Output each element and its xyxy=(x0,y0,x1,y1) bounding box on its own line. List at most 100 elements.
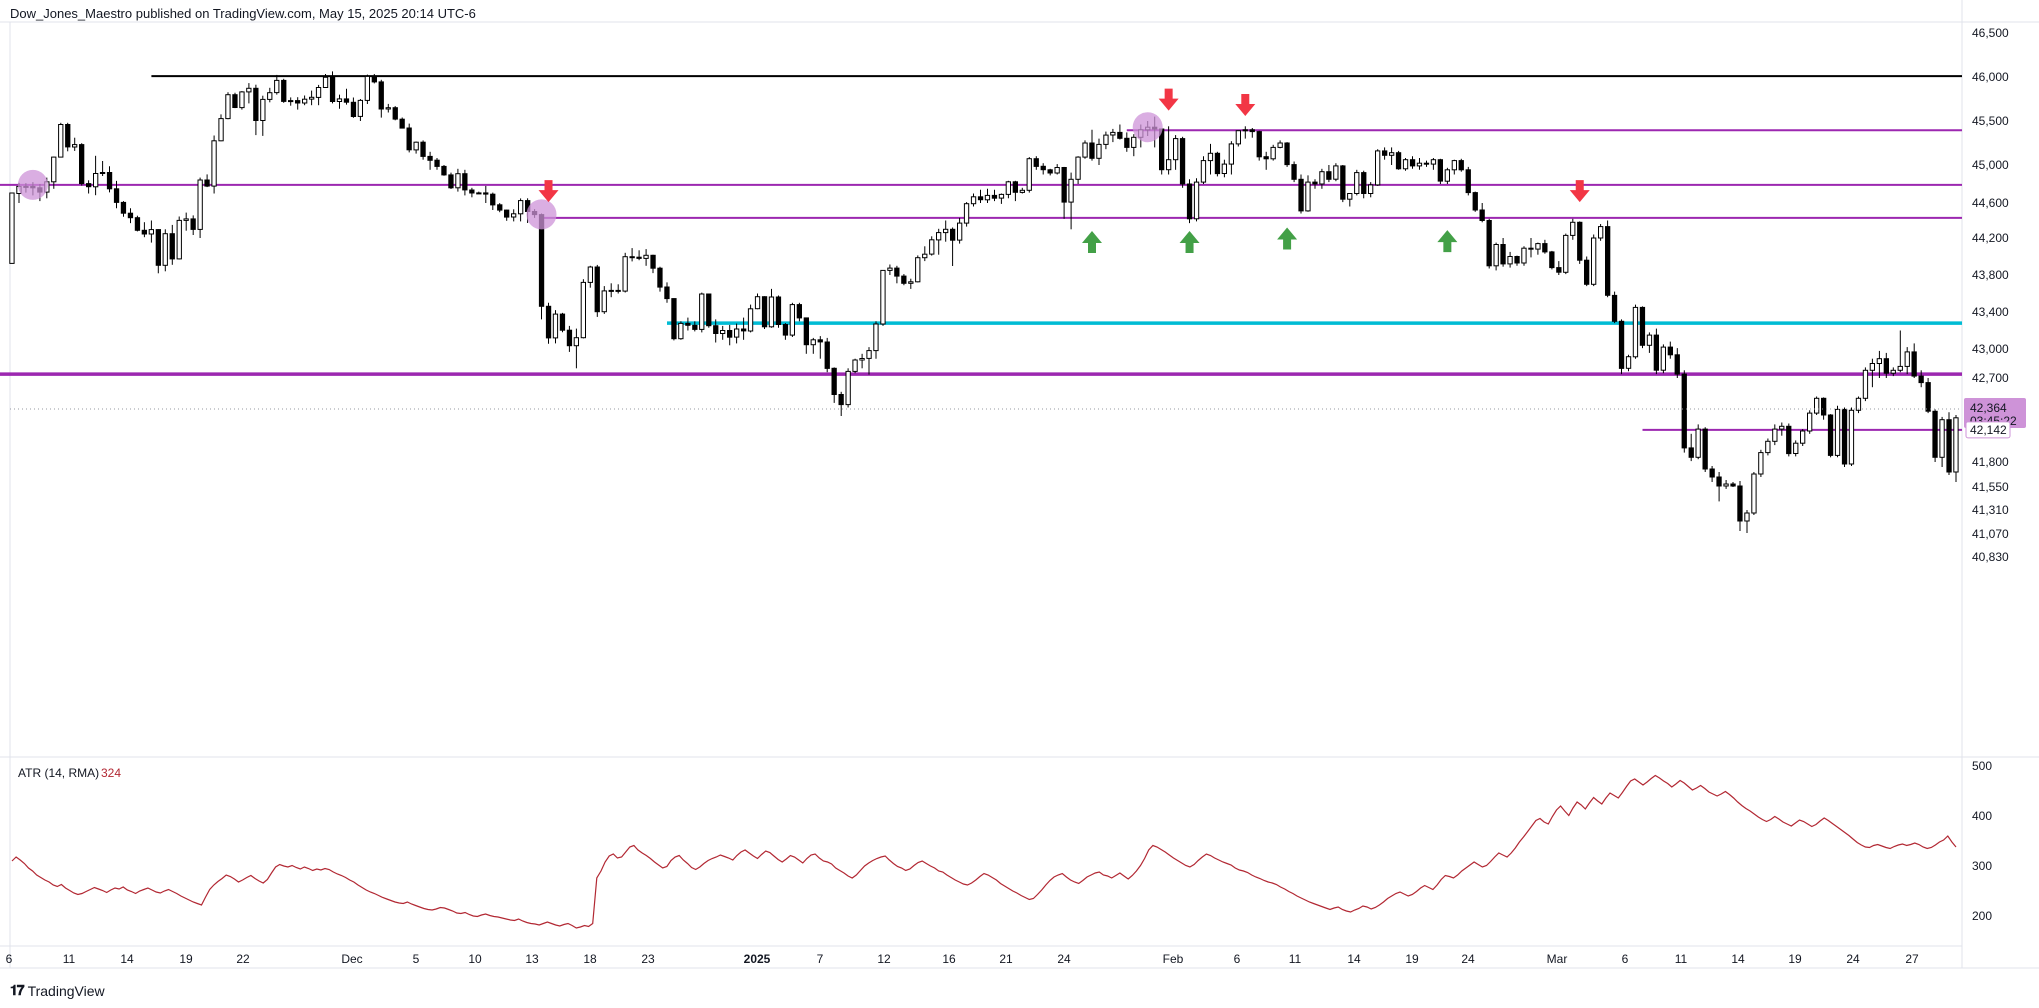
candle-body-34 xyxy=(246,87,252,93)
candle-body-83 xyxy=(587,266,594,283)
price-axis[interactable]: 46,500 46,000 45,500 45,000 44,600 44,200 43,8… xyxy=(1972,26,2009,564)
candle-body-127 xyxy=(894,267,900,277)
candle-body-7 xyxy=(58,124,64,158)
candle-body-72 xyxy=(511,213,517,218)
candle-body-149 xyxy=(1047,169,1053,174)
candle-body-99 xyxy=(699,293,705,330)
candle-body-218 xyxy=(1528,247,1534,250)
level-price-value: 42,142 xyxy=(1970,423,2007,437)
time-tick-22: 24 xyxy=(1461,952,1475,966)
candle-body-186 xyxy=(1305,181,1311,212)
candle-body-148 xyxy=(1040,165,1046,171)
candle-body-241 xyxy=(1688,447,1694,458)
candle-body-185 xyxy=(1298,178,1304,212)
price-tick-6: 43,800 xyxy=(1972,268,2009,282)
tradingview-footer[interactable]: 𝟏𝟕 TradingView xyxy=(10,982,105,999)
candle-body-170 xyxy=(1193,181,1200,220)
last-price-box xyxy=(1964,398,2026,428)
time-tick-21: 19 xyxy=(1405,952,1419,966)
candle-body-272 xyxy=(1904,351,1910,367)
candle-body-12 xyxy=(93,173,99,188)
candle-body-198 xyxy=(1389,152,1395,156)
candle-body-182 xyxy=(1277,142,1283,148)
time-tick-3: 19 xyxy=(179,952,193,966)
price-tick-11: 41,800 xyxy=(1972,455,2009,469)
candle-body-50 xyxy=(357,99,364,117)
time-tick-4: 22 xyxy=(236,952,250,966)
candle-body-141 xyxy=(991,194,998,199)
candle-body-118 xyxy=(831,367,837,395)
chart-frame xyxy=(0,0,2039,969)
candle-body-213 xyxy=(1493,244,1499,267)
candle-body-81 xyxy=(573,337,580,347)
candle-body-160 xyxy=(1124,137,1130,148)
candle-body-227 xyxy=(1591,237,1597,285)
candle-body-169 xyxy=(1186,183,1193,220)
candle-body-71 xyxy=(504,209,510,218)
candle-body-234 xyxy=(1639,306,1646,346)
candle-body-277 xyxy=(1939,419,1945,458)
candle-body-60 xyxy=(427,155,433,161)
candle-body-173 xyxy=(1214,152,1221,175)
candle-body-92 xyxy=(650,254,656,269)
time-tick-23: Mar xyxy=(1547,952,1568,966)
candle-body-145 xyxy=(1019,189,1026,193)
time-tick-7: 10 xyxy=(468,952,482,966)
candle-body-196 xyxy=(1375,150,1381,186)
candle-body-215 xyxy=(1507,256,1513,265)
candle-body-220 xyxy=(1542,243,1548,253)
candle-body-181 xyxy=(1270,146,1276,160)
candle-body-279 xyxy=(1953,417,1959,473)
level-price-box xyxy=(1965,421,2011,439)
candle-body-53 xyxy=(378,81,384,110)
time-tick-16: 24 xyxy=(1057,952,1071,966)
candle-body-30 xyxy=(218,118,224,142)
candle-body-157 xyxy=(1103,134,1109,145)
candle-body-33 xyxy=(239,91,245,109)
candle-body-66 xyxy=(469,189,475,194)
candle-body-116 xyxy=(817,339,823,343)
candle-body-45 xyxy=(322,76,329,89)
candle-body-14 xyxy=(106,172,113,190)
candle-body-26 xyxy=(190,218,196,230)
candle-body-269 xyxy=(1883,358,1889,374)
price-tick-3: 45,000 xyxy=(1972,158,2009,172)
candle-body-267 xyxy=(1869,363,1875,371)
candle-body-110 xyxy=(775,296,782,325)
publisher-caption: Dow_Jones_Maestro published on TradingVi… xyxy=(10,6,476,21)
candle-body-18 xyxy=(134,217,141,231)
candle-body-172 xyxy=(1207,152,1214,162)
candle-body-197 xyxy=(1382,150,1388,156)
candle-body-62 xyxy=(441,165,447,176)
candle-body-204 xyxy=(1430,159,1437,165)
candle-body-246 xyxy=(1723,483,1729,487)
candle-body-52 xyxy=(371,75,378,83)
annotation-markers xyxy=(17,88,1590,253)
time-axis[interactable]: 6 11 14 19 22 Dec 5 10 13 18 23 2025 7 12 16 21 24 Feb 6 11… xyxy=(6,952,1919,966)
candle-body-273 xyxy=(1911,351,1917,377)
candle-body-125 xyxy=(880,269,886,325)
candle-body-126 xyxy=(887,267,893,271)
candle-body-17 xyxy=(127,212,134,219)
candle-body-43 xyxy=(309,96,315,100)
candle-body-9 xyxy=(72,144,78,148)
candle-body-228 xyxy=(1598,226,1604,239)
candle-body-152 xyxy=(1068,178,1074,203)
candle-body-190 xyxy=(1333,165,1339,180)
candle-body-209 xyxy=(1465,169,1471,194)
candle-body-68 xyxy=(483,192,489,195)
candle-body-206 xyxy=(1444,169,1450,182)
candle-body-194 xyxy=(1361,172,1367,195)
candle-body-22 xyxy=(162,233,168,266)
candle-body-61 xyxy=(434,159,440,167)
candle-body-239 xyxy=(1674,354,1680,375)
candle-body-59 xyxy=(420,141,426,157)
candle-body-94 xyxy=(664,286,670,300)
candle-body-129 xyxy=(908,281,914,284)
candle-body-56 xyxy=(399,118,405,129)
down-arrow-3 xyxy=(1569,180,1590,203)
candle-body-202 xyxy=(1416,162,1423,167)
candle-body-168 xyxy=(1179,138,1186,185)
horizontal-levels[interactable] xyxy=(0,75,1962,431)
